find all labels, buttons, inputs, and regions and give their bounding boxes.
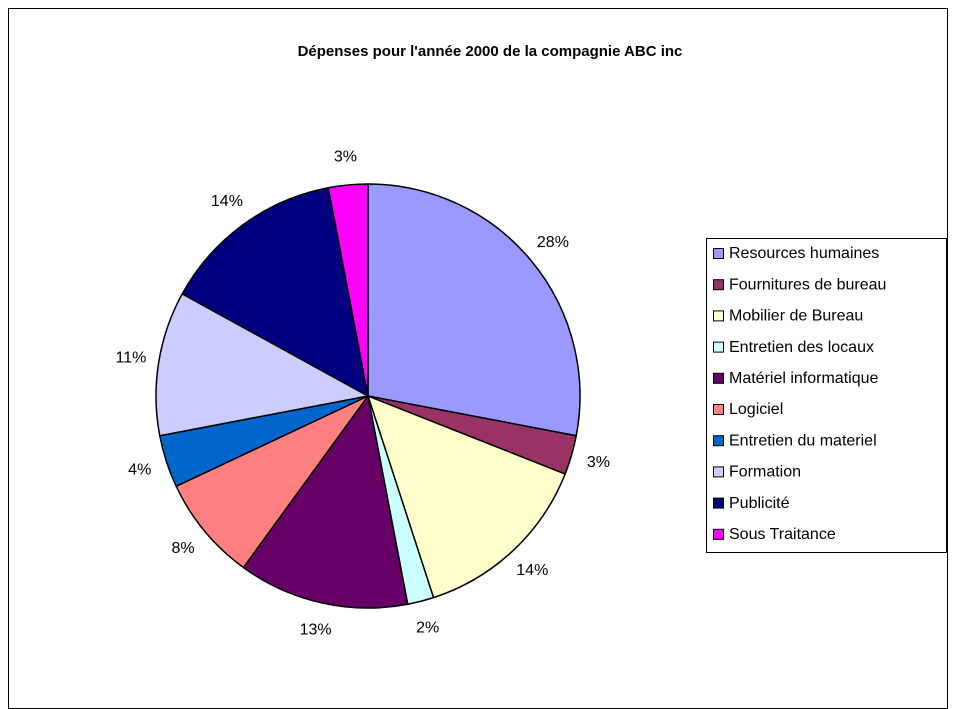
data-label: 28%: [537, 234, 569, 251]
legend-label: Publicité: [729, 495, 790, 512]
pie-slice: [367, 183, 581, 437]
legend-swatch: [713, 310, 724, 322]
chart-title: Dépenses pour l'année 2000 de la compagn…: [298, 43, 683, 60]
legend-label: Logiciel: [729, 401, 783, 418]
data-label: 14%: [516, 562, 548, 579]
legend-swatch: [713, 372, 724, 384]
data-label: 14%: [211, 193, 243, 210]
data-label: 2%: [416, 620, 439, 637]
legend-swatch: [713, 528, 724, 540]
legend-label: Mobilier de Bureau: [729, 308, 863, 325]
legend-swatch: [713, 248, 724, 259]
pie-slice: [175, 395, 369, 569]
legend-swatch: [713, 497, 724, 509]
legend-label: Entretien des locaux: [729, 339, 874, 356]
data-label: 3%: [587, 454, 610, 471]
pie-slice: [242, 394, 409, 609]
legend-label: Entretien du materiel: [729, 432, 877, 449]
legend-box: [706, 238, 947, 553]
legend-label: Resources humaines: [729, 245, 879, 262]
data-label: 4%: [128, 461, 151, 478]
pie-slice: [181, 186, 370, 398]
legend-label: Formation: [729, 464, 801, 481]
pie-slice: [155, 292, 371, 437]
legend-label: Sous Traitance: [729, 526, 836, 543]
legend-swatch: [713, 341, 724, 353]
legend-label: Fournitures de bureau: [729, 276, 886, 293]
legend-swatch: [713, 404, 724, 415]
legend-swatch: [713, 466, 724, 478]
data-label: 8%: [172, 540, 195, 557]
legend-label: Matériel informatique: [729, 370, 879, 387]
legend-swatch: [713, 435, 724, 447]
data-label: 3%: [334, 148, 357, 165]
pie-slice: [327, 183, 369, 397]
data-label: 13%: [300, 621, 332, 638]
legend-swatch: [713, 279, 724, 291]
data-label: 11%: [116, 350, 147, 367]
